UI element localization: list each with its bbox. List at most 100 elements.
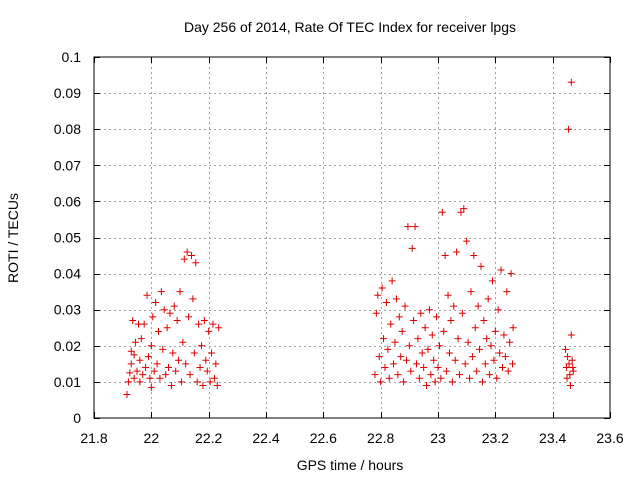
data-point — [481, 360, 489, 368]
data-point — [392, 295, 400, 303]
y-tick-label: 0.08 — [54, 121, 81, 137]
data-point — [566, 382, 574, 390]
data-point — [484, 295, 492, 303]
x-tick-label: 22 — [144, 430, 160, 446]
data-point — [491, 327, 499, 335]
data-point — [198, 342, 205, 350]
data-point — [157, 288, 165, 296]
grid — [94, 57, 610, 418]
data-point — [381, 363, 389, 371]
x-tick-label: 21.8 — [80, 430, 107, 446]
data-point — [562, 345, 570, 353]
y-tick-label: 0.01 — [54, 374, 81, 390]
data-point — [400, 378, 408, 386]
data-point — [414, 335, 422, 343]
data-point — [210, 374, 218, 382]
data-point — [137, 335, 145, 343]
data-point — [413, 360, 420, 368]
data-point — [149, 313, 157, 321]
data-point — [385, 374, 393, 382]
data-point — [417, 309, 425, 317]
data-point — [473, 367, 481, 375]
data-point — [202, 356, 210, 364]
data-point — [133, 367, 141, 375]
data-point — [435, 342, 443, 350]
data-point — [565, 360, 573, 368]
x-tick-label: 23.6 — [596, 430, 623, 446]
data-point — [438, 208, 446, 216]
data-point — [563, 374, 571, 382]
data-point — [182, 360, 190, 368]
data-point — [494, 306, 502, 314]
data-point — [507, 270, 515, 278]
data-point — [454, 335, 462, 343]
data-point — [509, 324, 517, 332]
data-point — [424, 345, 432, 353]
data-point — [567, 78, 575, 86]
data-point — [196, 363, 204, 371]
data-point — [123, 391, 131, 399]
x-tick-label: 23.2 — [482, 430, 509, 446]
data-point — [167, 382, 175, 390]
data-point — [170, 302, 178, 310]
data-point — [460, 205, 468, 213]
y-tick-label: 0.04 — [54, 266, 81, 282]
data-point — [398, 327, 406, 335]
x-tick-label: 22.6 — [310, 430, 337, 446]
data-point — [564, 353, 572, 361]
data-point — [203, 367, 211, 375]
data-point — [404, 223, 412, 231]
data-point — [569, 363, 577, 371]
data-point — [418, 349, 426, 357]
data-point — [483, 335, 491, 343]
data-point — [437, 374, 445, 382]
data-point — [480, 317, 488, 325]
data-point — [199, 382, 207, 390]
data-point — [384, 345, 392, 353]
data-point — [410, 317, 418, 325]
data-point — [162, 371, 170, 379]
data-point — [504, 367, 512, 375]
data-point — [566, 371, 574, 379]
data-point — [509, 360, 517, 368]
y-tick-label: 0.06 — [54, 193, 81, 209]
data-point — [408, 244, 416, 252]
data-point — [433, 313, 441, 321]
y-tick-label: 0.07 — [54, 157, 81, 173]
y-tick-label: 0.02 — [54, 338, 81, 354]
data-point — [466, 374, 474, 382]
data-point — [474, 302, 482, 310]
data-point — [478, 378, 486, 386]
data-point — [130, 351, 138, 359]
plot-frame — [93, 56, 611, 419]
data-point — [500, 331, 508, 339]
data-point — [159, 345, 167, 353]
x-tick-label: 22.8 — [367, 430, 394, 446]
data-point — [476, 345, 484, 353]
data-point — [193, 378, 201, 386]
data-point — [567, 331, 575, 339]
data-point — [457, 208, 465, 216]
data-point — [434, 363, 442, 371]
x-tick-labels: 21.8 22 22.2 22.4 22.6 22.8 23 23.2 23.4 23.6 — [80, 430, 623, 446]
data-point — [130, 374, 138, 382]
data-point — [423, 382, 431, 390]
data-point — [464, 338, 472, 346]
data-point — [144, 353, 152, 361]
data-point — [136, 378, 144, 386]
data-point — [477, 262, 485, 270]
data-point — [501, 353, 509, 361]
data-point — [493, 374, 501, 382]
data-point — [165, 363, 173, 371]
data-point — [155, 327, 162, 335]
x-tick-label: 22.4 — [252, 430, 279, 446]
data-point — [471, 324, 479, 332]
data-point — [397, 353, 405, 361]
x-tick-label: 23 — [430, 430, 446, 446]
data-point — [496, 349, 504, 357]
data-point — [490, 356, 498, 364]
data-point — [458, 309, 466, 317]
data-point — [568, 356, 576, 364]
data-point — [126, 369, 134, 377]
